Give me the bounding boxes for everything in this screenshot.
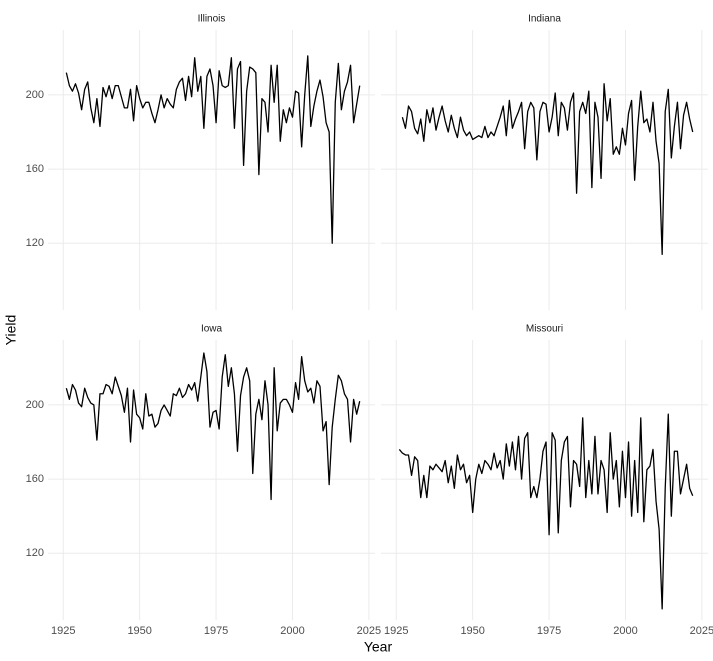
x-tick-label: 1950 [460,625,484,637]
x-tick-label: 1975 [537,625,561,637]
line [401,83,694,256]
x-tick-label: 2000 [613,625,637,637]
strip-title: Illinois [198,14,226,25]
y-tick-label: 160 [26,473,44,485]
y-tick-label: 200 [26,89,44,101]
x-tick-label: 1925 [384,625,408,637]
x-tick-label: 1950 [127,625,151,637]
x-tick-label: 1975 [204,625,228,637]
strip-title: Indiana [528,14,561,25]
x-axis-title: Year [364,639,393,655]
y-tick-label: 200 [26,399,44,411]
x-tick-label: 2025 [357,625,381,637]
strip-title: Missouri [526,324,563,335]
line [398,413,694,610]
x-tick-label: 2000 [280,625,304,637]
y-tick-label: 120 [26,547,44,559]
y-axis-title: Yield [3,315,19,346]
line [65,55,361,244]
line [65,352,361,501]
y-tick-label: 160 [26,163,44,175]
x-tick-label: 1925 [51,625,75,637]
strip-title: Iowa [201,324,223,335]
y-tick-label: 120 [26,237,44,249]
x-tick-label: 2025 [690,625,713,637]
